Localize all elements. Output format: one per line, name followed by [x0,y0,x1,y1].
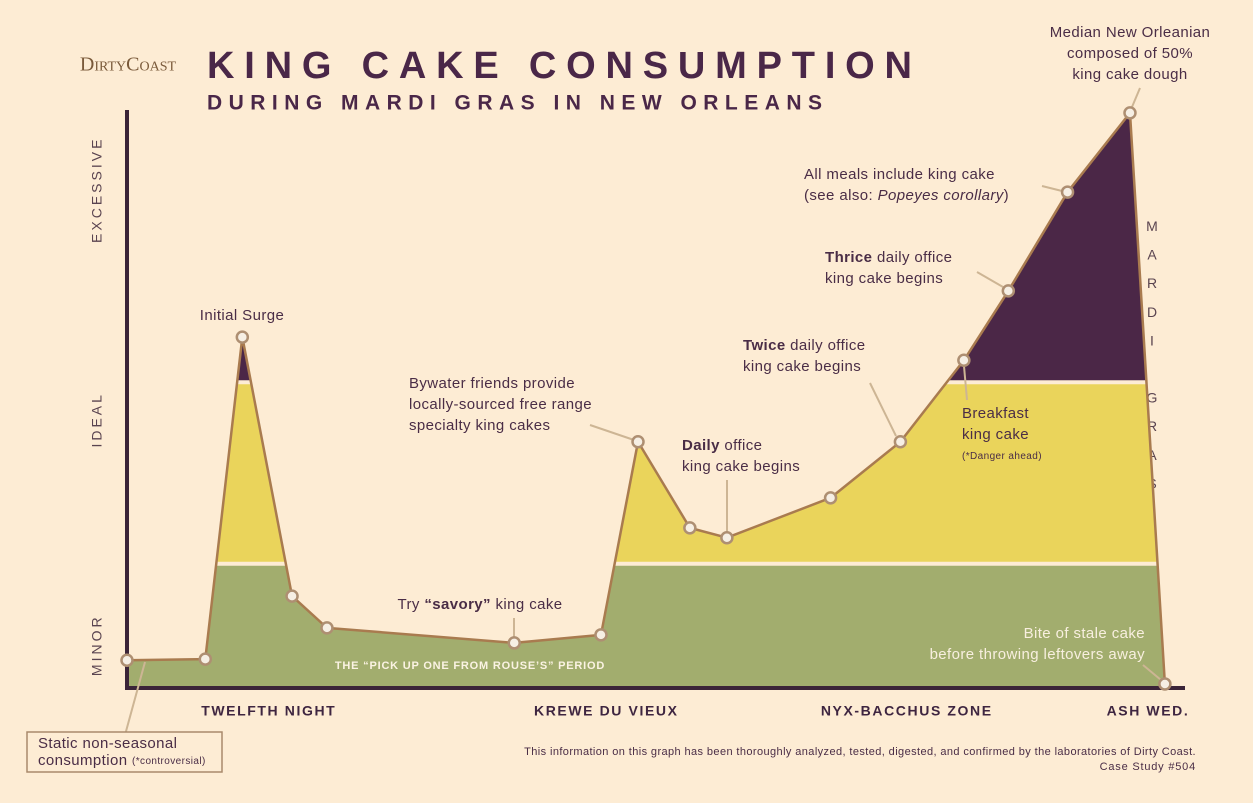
point-marker [320,621,334,635]
annotation-leader [1142,664,1162,681]
annotation-segment: (*Danger ahead) [962,451,1042,462]
annotation-segment: Try [398,596,425,613]
annotation-text: Bywater friends provide [409,375,575,392]
annotation-leader [976,271,1004,288]
annotation-text: composed of 50% [1067,45,1193,62]
annotation-segment: king cake [491,596,563,613]
annotation-segment: king cake dough [1072,66,1187,83]
annotation-text: Static non-seasonal [38,735,177,752]
annotation-segment: consumption [38,752,132,769]
annotation-segment: office [720,437,763,454]
annotation-text: Bite of stale cake [1024,625,1145,642]
annotation-text: Median New Orleanian [1050,24,1211,41]
annotation-leader [963,365,968,401]
point-marker [594,628,608,642]
y-tick-label: EXCESSIVE [89,137,105,243]
annotation-text: king cake [962,426,1029,443]
annotation-leader [869,382,897,437]
annotation-segment: Popeyes corollary [878,187,1005,204]
annotation-segment: All meals include king cake [804,166,995,183]
annotation-text: before throwing leftovers away [930,646,1146,663]
annotation-segment: Median New Orleanian [1050,24,1211,41]
annotation-segment: king cake begins [825,270,943,287]
y-tick-label: IDEAL [89,392,105,447]
point-marker [720,530,734,545]
annotation-text: Breakfast [962,405,1029,422]
annotation-box [26,731,223,773]
y-tick-label: MINOR [89,614,105,676]
annotation-segment: king cake begins [682,458,800,475]
annotation-text: specialty king cakes [409,417,550,434]
annotation-segment: Daily [682,437,720,454]
point-marker [1060,185,1075,199]
annotation-segment: before throwing leftovers away [930,646,1146,663]
point-marker [1001,284,1016,298]
point-marker [1158,677,1172,691]
band-label: THE “PICK UP ONE FROM ROUSE’S” PERIOD [335,660,605,672]
annotation-segment: Bywater friends provide [409,375,575,392]
point-marker [1123,106,1137,120]
point-marker [235,330,250,344]
point-marker [683,521,697,535]
annotation-text: Thrice daily office [825,249,952,266]
point-marker [631,435,645,449]
annotation-text: Daily office [682,437,762,454]
annotation-text: locally-sourced free range [409,396,592,413]
annotation-leader [1131,87,1141,108]
x-tick-label: TWELFTH NIGHT [201,703,336,719]
annotation-segment: ) [1004,187,1009,204]
footer-case: Case Study #504 [1100,761,1196,773]
annotation-segment: Thrice [825,249,872,266]
x-tick-label: ASH WED. [1107,703,1190,719]
annotation-segment: Initial Surge [200,307,284,324]
annotation-leader [124,661,146,736]
x-tick-label: NYX-BACCHUS ZONE [821,703,993,719]
point-marker [285,589,299,603]
logo: DirtyCoast [80,54,177,76]
annotation-segment: “savory” [424,596,491,613]
annotation-text: (*Danger ahead) [962,451,1042,462]
annotation-segment: king cake [962,426,1029,443]
annotation-text: consumption (*controversial) [38,752,206,769]
point-marker [957,353,971,368]
annotation-segment: Twice [743,337,786,354]
annotation-leader [1041,185,1063,192]
annotation-text: king cake dough [1072,66,1187,83]
annotation-leader [589,424,635,441]
annotation-text: (see also: Popeyes corollary) [804,187,1009,204]
annotation-text: Try “savory” king cake [398,596,563,613]
point-marker [120,653,134,668]
point-marker [198,652,213,666]
annotation-text: Initial Surge [200,307,284,324]
annotation-text: king cake begins [743,358,861,375]
annotation-text: All meals include king cake [804,166,995,183]
point-marker [507,636,521,650]
annotation-text: king cake begins [825,270,943,287]
x-tick-label: KREWE DU VIEUX [534,703,679,719]
annotation-segment: Breakfast [962,405,1029,422]
annotation-segment: locally-sourced free range [409,396,592,413]
annotation-segment: Static non-seasonal [38,735,177,752]
annotation-segment: daily office [786,337,866,354]
footer-note: This information on this graph has been … [524,746,1196,758]
annotation-segment: composed of 50% [1067,45,1193,62]
annotation-text: Twice daily office [743,337,866,354]
annotation-segment: (*controversial) [132,756,206,767]
annotation-segment: daily office [872,249,952,266]
point-marker [823,491,838,505]
annotation-segment: Bite of stale cake [1024,625,1145,642]
annotation-segment: (see also: [804,187,878,204]
annotation-text: king cake begins [682,458,800,475]
annotation-segment: specialty king cakes [409,417,550,434]
annotation-segment: king cake begins [743,358,861,375]
point-marker [893,435,908,449]
